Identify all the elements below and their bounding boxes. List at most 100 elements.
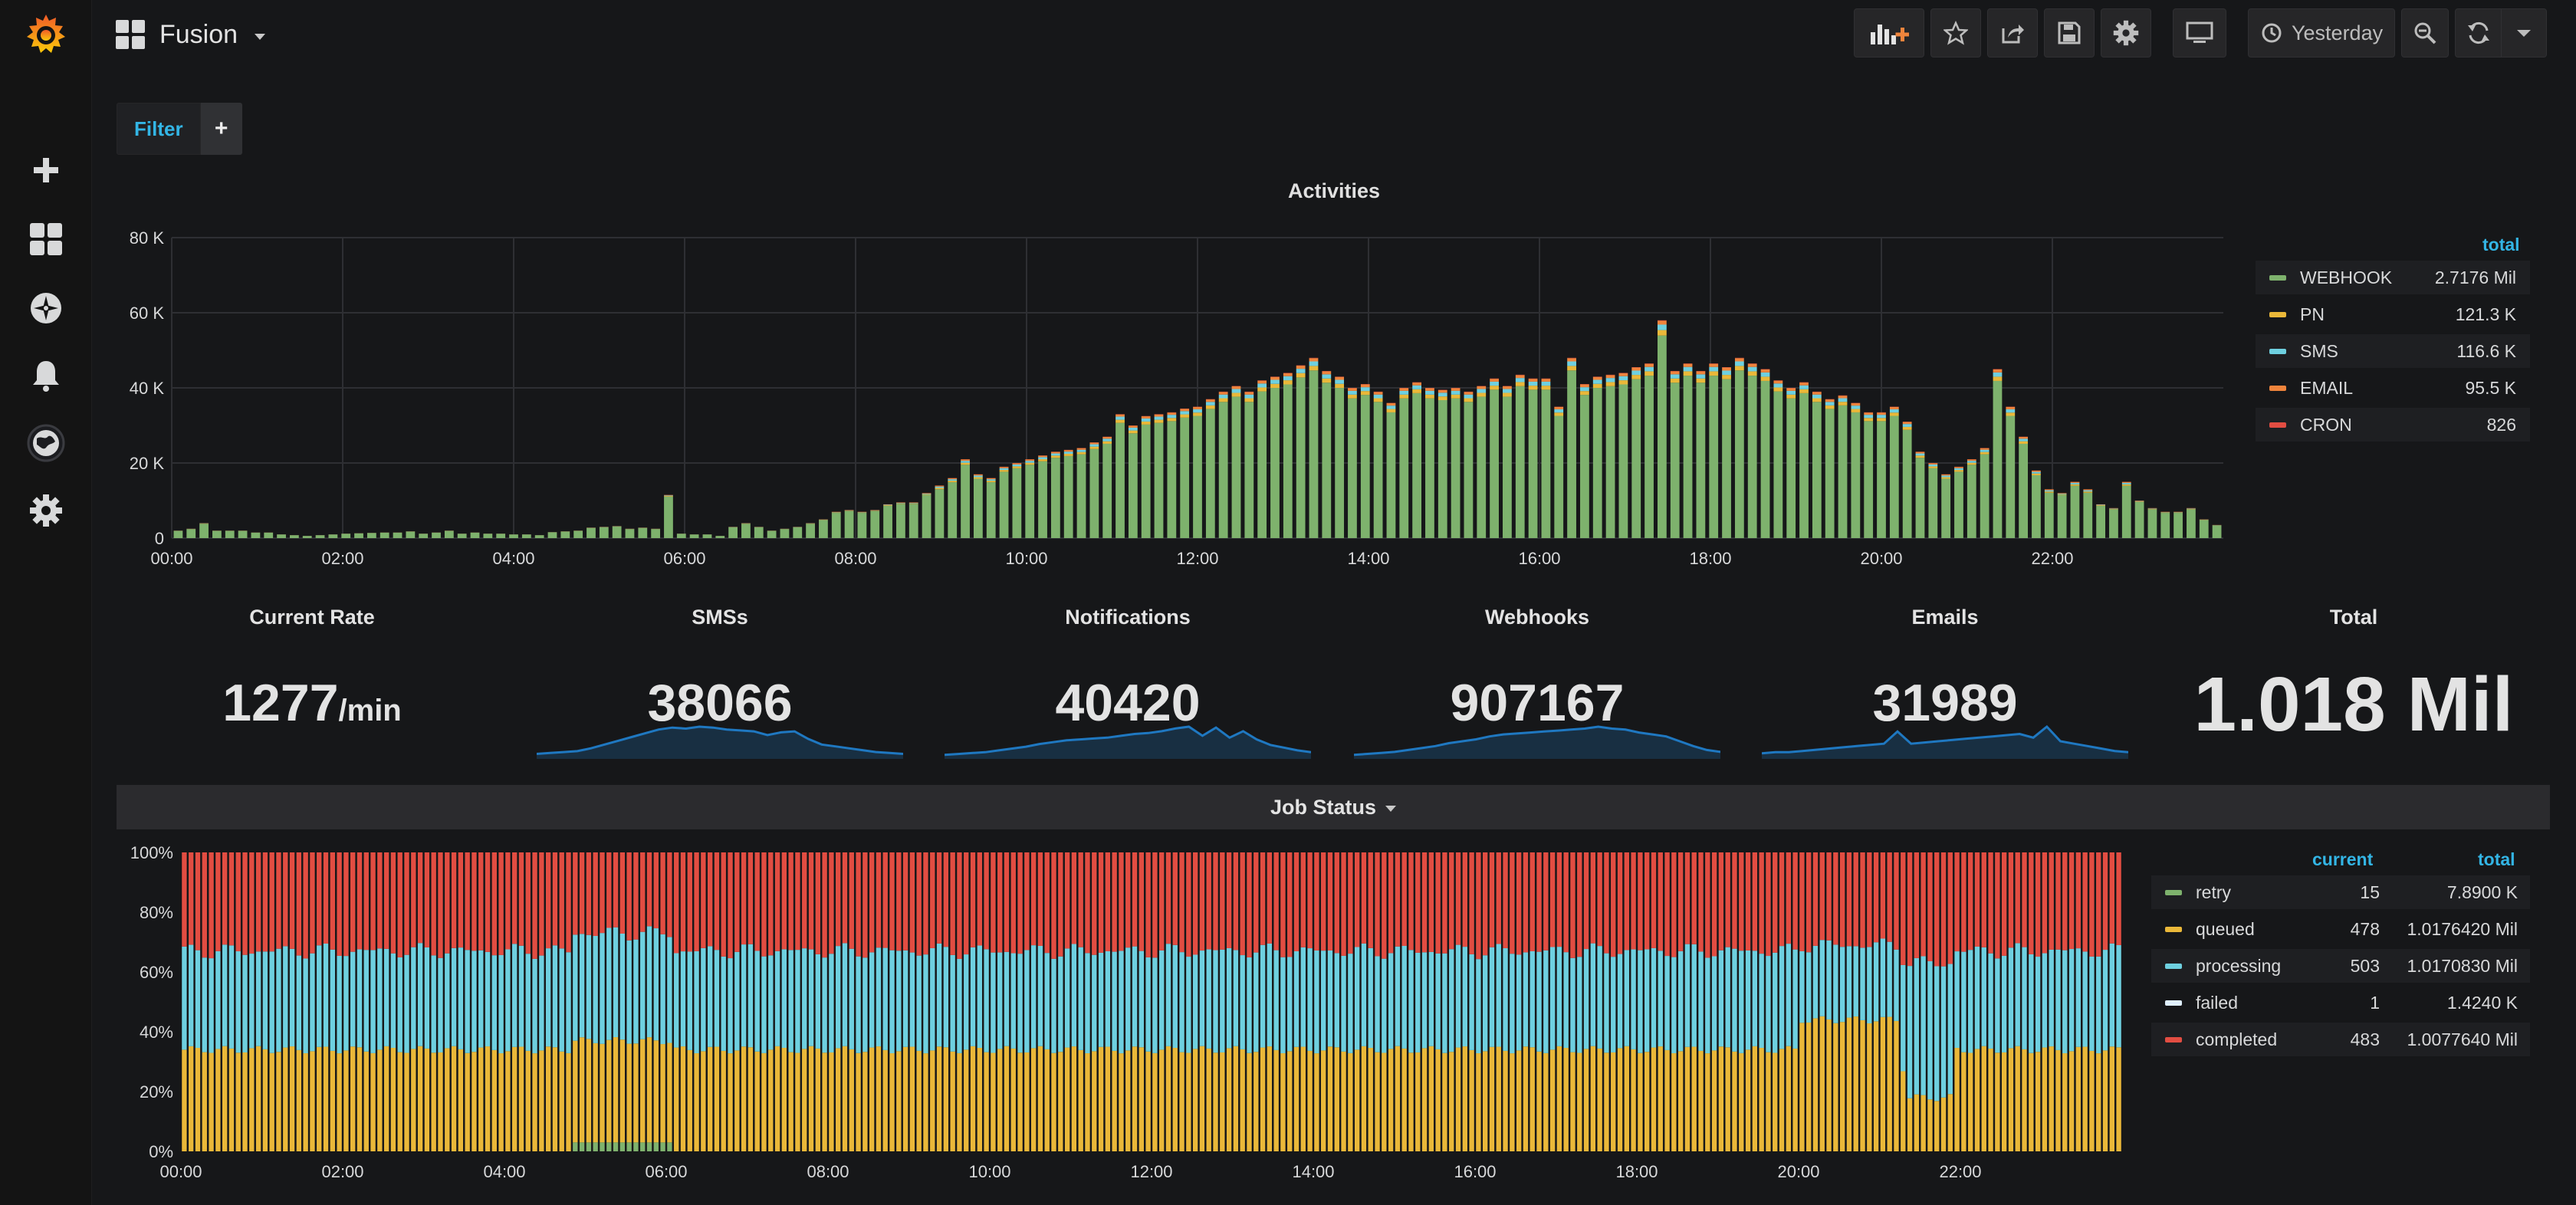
job-bar-segment <box>1954 1048 1960 1151</box>
legend-item-cron[interactable]: CRON 826 <box>2256 408 2530 442</box>
filter-label[interactable]: Filter <box>117 103 201 155</box>
job-bar-segment <box>774 1046 780 1151</box>
legend-item-failed[interactable]: failed 1 1.4240 K <box>2151 986 2530 1019</box>
view-mode-button[interactable] <box>2173 8 2226 57</box>
job-bar-segment <box>1799 1023 1805 1151</box>
job-bar-segment <box>788 950 794 1052</box>
job-bar-segment <box>619 1142 626 1151</box>
legend-swatch <box>2165 889 2182 895</box>
activity-bar-segment <box>986 481 996 483</box>
job-bar-segment <box>579 934 585 1038</box>
job-bar-segment <box>1004 1046 1010 1151</box>
legend-item-retry[interactable]: retry 15 7.8900 K <box>2151 875 2530 909</box>
legend-item-email[interactable]: EMAIL 95.5 K <box>2256 371 2530 405</box>
y-tick-label: 20% <box>140 1082 173 1102</box>
job-bar-segment <box>411 947 416 1049</box>
job-bar-segment <box>2109 1046 2114 1151</box>
activity-bar-segment <box>1076 454 1086 538</box>
add-panel-button[interactable] <box>1854 8 1924 57</box>
job-bar-segment <box>1004 951 1010 1046</box>
dashboard-picker[interactable]: Fusion <box>115 17 266 52</box>
dashboards-grid-icon[interactable] <box>0 208 92 270</box>
activity-bar-segment <box>1658 335 1667 538</box>
job-bar-segment <box>728 1053 733 1151</box>
time-picker-button[interactable]: Yesterday <box>2248 8 2395 57</box>
plus-icon[interactable] <box>0 140 92 201</box>
job-bar-segment <box>518 1046 524 1151</box>
activity-bar-segment <box>1928 464 1938 467</box>
job-bar-segment <box>660 934 665 1045</box>
job-bar-segment <box>1254 852 1259 953</box>
job-bar-segment <box>1119 1053 1124 1151</box>
legend-item-completed[interactable]: completed 483 1.0077640 Mil <box>2151 1023 2530 1056</box>
activity-bar-segment <box>1283 380 1293 385</box>
job-bar-segment <box>1395 946 1401 1046</box>
job-bar-segment <box>1597 852 1602 947</box>
activity-bar-segment <box>2147 508 2157 510</box>
legend-series-current: 15 <box>2360 882 2380 902</box>
dashboard-settings-button[interactable] <box>2101 8 2151 57</box>
legend-item-webhook[interactable]: WEBHOOK 2.7176 Mil <box>2256 261 2530 294</box>
share-dashboard-button[interactable] <box>1987 8 2038 57</box>
activity-bar-segment <box>961 461 970 463</box>
job-bar-segment <box>579 1037 585 1143</box>
job-bar-segment <box>1105 951 1111 1047</box>
job-status-row-header[interactable]: Job Status <box>117 785 2550 829</box>
star-dashboard-button[interactable] <box>1930 8 1981 57</box>
job-bar-segment <box>1220 949 1225 1052</box>
job-bar-segment <box>1940 966 1947 1098</box>
refresh-interval-dropdown[interactable] <box>2502 9 2546 57</box>
activities-panel-title[interactable]: Activities <box>1287 179 1381 202</box>
job-bar-segment <box>1044 1049 1050 1151</box>
job-bar-segment <box>1516 1050 1522 1151</box>
job-bar-segment <box>2015 1046 2020 1151</box>
job-bar-segment <box>1792 852 1798 950</box>
activity-bar-segment <box>922 494 932 495</box>
grafana-logo-icon[interactable] <box>0 2 92 69</box>
globe-icon[interactable] <box>0 412 92 474</box>
activity-bar-segment <box>1851 409 1861 412</box>
compass-icon[interactable] <box>0 277 92 339</box>
job-bar-segment <box>1428 1046 1434 1151</box>
activity-bar-segment <box>638 527 648 538</box>
save-dashboard-button[interactable] <box>2044 8 2095 57</box>
job-bar-segment <box>822 1052 827 1151</box>
job-bar-segment <box>1759 852 1764 954</box>
activity-bar-segment <box>676 534 686 538</box>
x-tick-label: 20:00 <box>1777 1162 1819 1181</box>
job-bar-segment <box>1489 1046 1495 1151</box>
job-bar-segment <box>707 852 713 947</box>
activity-bar-segment <box>599 527 609 538</box>
activity-bar-segment <box>366 533 376 538</box>
activity-bar-segment <box>1425 394 1434 399</box>
legend-item-pn[interactable]: PN 121.3 K <box>2256 297 2530 331</box>
job-bar-segment <box>923 954 928 1054</box>
legend-item-queued[interactable]: queued 478 1.0176420 Mil <box>2151 912 2530 946</box>
refresh-button[interactable] <box>2456 9 2502 57</box>
job-bar-segment <box>1631 1049 1636 1151</box>
job-bar-segment <box>748 944 754 1048</box>
activity-bar-segment <box>1063 450 1073 452</box>
job-bar-segment <box>633 852 639 940</box>
job-bar-segment <box>1428 951 1434 1046</box>
job-bar-segment <box>350 1046 356 1151</box>
job-bar-segment <box>1159 950 1165 1050</box>
job-bar-segment <box>1280 957 1286 1054</box>
job-bar-segment <box>2089 1050 2095 1151</box>
bell-icon[interactable] <box>0 345 92 406</box>
job-bar-segment <box>1766 1052 1771 1151</box>
zoom-out-button[interactable] <box>2401 8 2449 57</box>
activity-bar-segment <box>974 477 983 479</box>
job-bar-segment <box>1510 954 1515 1054</box>
job-bar-segment <box>1030 1048 1037 1151</box>
legend-item-sms[interactable]: SMS 116.6 K <box>2256 334 2530 368</box>
add-filter-button[interactable]: + <box>200 103 242 155</box>
job-bar-segment <box>728 852 733 959</box>
job-bar-segment <box>195 1047 201 1151</box>
job-bar-segment <box>1799 852 1805 951</box>
gear-icon[interactable] <box>0 480 92 541</box>
activity-bar-segment <box>560 531 570 538</box>
legend-item-processing[interactable]: processing 503 1.0170830 Mil <box>2151 949 2530 983</box>
activity-bar-segment <box>1773 380 1783 384</box>
job-bar-segment <box>1947 964 1953 1095</box>
